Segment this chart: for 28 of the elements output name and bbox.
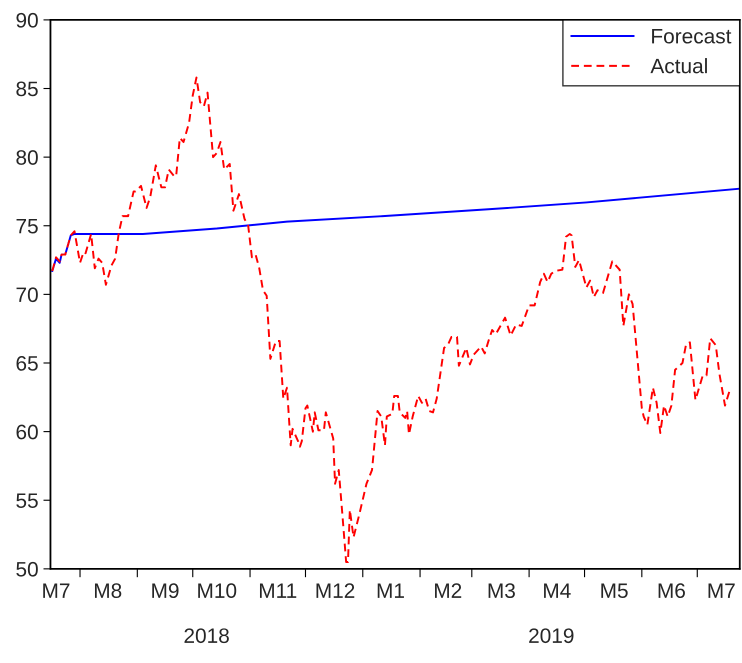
x-tick-label: M2 xyxy=(435,583,462,598)
y-tick-label: 50 xyxy=(16,562,38,577)
x-tick-label: M5 xyxy=(601,584,628,598)
x-tick-label: M11 xyxy=(260,584,296,598)
y-tick-label: 85 xyxy=(16,82,38,96)
y-tick-label: 80 xyxy=(16,150,38,165)
x-tick-label: M7 xyxy=(43,584,70,598)
y-tick-label: 55 xyxy=(16,493,38,508)
line-series xyxy=(51,76,732,563)
x-tick-label: M1 xyxy=(378,584,404,598)
x-tick-label: M10 xyxy=(198,583,236,598)
legend-label: Actual xyxy=(650,58,707,74)
y-tick-label: 75 xyxy=(16,218,38,234)
text: 2019 xyxy=(529,628,574,644)
x-tick-label: M9 xyxy=(152,583,179,598)
y-tick-label: 65 xyxy=(16,356,38,371)
y-tick-label: 70 xyxy=(16,287,38,302)
y-tick-label: 60 xyxy=(16,424,38,440)
x-tick-label: M3 xyxy=(488,583,515,598)
x-tick-label: M8 xyxy=(94,583,122,598)
text: 2018 xyxy=(184,628,229,644)
x-tick-label: M6 xyxy=(658,583,685,598)
y-tick-label: 90 xyxy=(16,12,38,28)
line-series xyxy=(51,188,740,272)
x-tick-label: M4 xyxy=(544,584,571,598)
x-tick-label: M7 xyxy=(708,584,735,598)
x-tick-label: M12 xyxy=(316,583,354,598)
legend-label: Forecast xyxy=(652,28,732,44)
